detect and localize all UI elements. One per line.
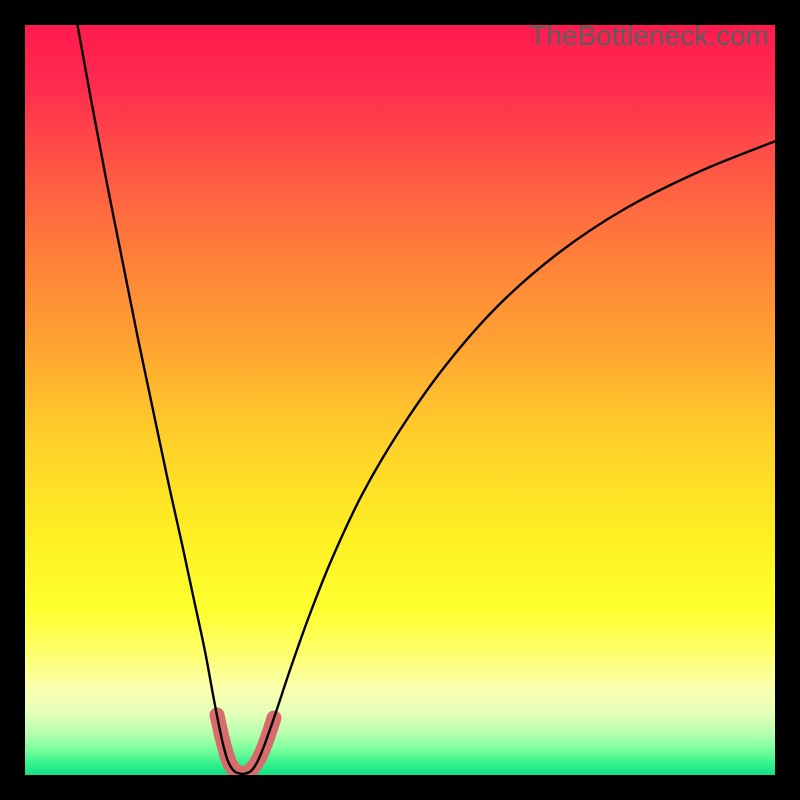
bottleneck-curve xyxy=(78,25,776,774)
chart-frame: TheBottleneck.com xyxy=(0,0,800,800)
watermark-text: TheBottleneck.com xyxy=(529,25,769,52)
plot-area: TheBottleneck.com xyxy=(25,25,775,775)
curve-layer xyxy=(25,25,775,775)
